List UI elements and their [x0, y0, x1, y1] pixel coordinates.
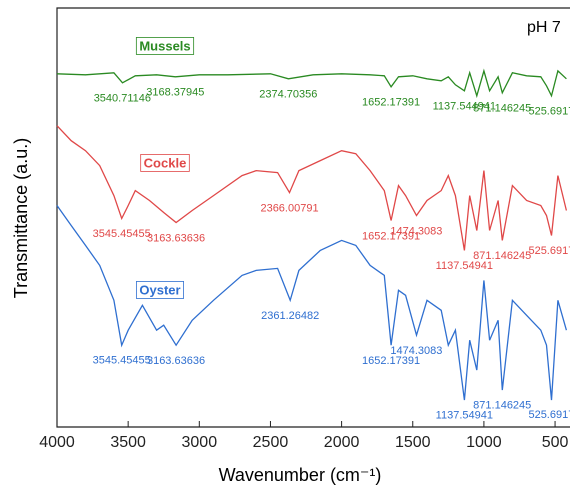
peak-label: 2374.70356	[259, 89, 317, 101]
series-name: Mussels	[139, 38, 190, 53]
x-tick-label: 1500	[395, 434, 431, 451]
peak-label: 3540.71146	[94, 93, 151, 105]
peak-label: 1137.544941	[433, 101, 496, 113]
peak-label: 1652.17391	[362, 355, 420, 367]
peak-label: 871.146245	[473, 103, 531, 115]
series-name-box	[135, 37, 195, 55]
axis-frame	[56, 7, 570, 428]
series-name: Oyster	[139, 282, 180, 297]
x-tick-label: 4000	[39, 434, 75, 451]
peak-label: 871.146245	[473, 250, 531, 262]
peak-label: 1652.17391	[362, 230, 420, 242]
peak-label: 1137.54941	[436, 409, 493, 421]
spectrum-line	[56, 68, 567, 99]
peak-label: 3545.45455	[93, 228, 151, 240]
x-tick-label: 3000	[182, 434, 218, 451]
peak-label: 525.6917	[528, 245, 570, 257]
peak-label: 871.146245	[473, 400, 531, 412]
subtitle: pH 7	[527, 19, 561, 36]
series-name-box	[140, 154, 190, 172]
peak-label: 2361.26482	[261, 310, 319, 322]
peak-label: 2366.00791	[260, 202, 318, 214]
x-tick-label: 500	[542, 434, 569, 451]
series-name: Cockle	[144, 155, 187, 170]
y-axis-label: Transmittance (a.u.)	[11, 138, 31, 298]
x-tick-label: 2500	[253, 434, 289, 451]
peak-label: 525.6917	[528, 105, 570, 117]
x-axis-label: Wavenumber (cm⁻¹)	[219, 465, 382, 485]
peak-label: 3163.63636	[147, 232, 205, 244]
peak-label: 1474.3083	[390, 225, 442, 237]
x-tick-label: 2000	[324, 434, 360, 451]
peak-label: 3545.45455	[93, 355, 151, 367]
peak-label: 3163.63636	[147, 355, 205, 367]
peak-label: 525.6917	[528, 409, 570, 421]
series-name-box	[135, 281, 185, 299]
peak-label: 1652.17391	[362, 97, 420, 109]
x-tick-label: 3500	[110, 434, 146, 451]
x-tick-label: 1000	[466, 434, 502, 451]
peak-label: 1137.54941	[436, 260, 493, 272]
spectrum-line	[56, 205, 568, 401]
peak-label: 3168.37945	[146, 87, 204, 99]
spectrum-line	[56, 125, 568, 251]
peak-label: 1474.3083	[390, 345, 442, 357]
